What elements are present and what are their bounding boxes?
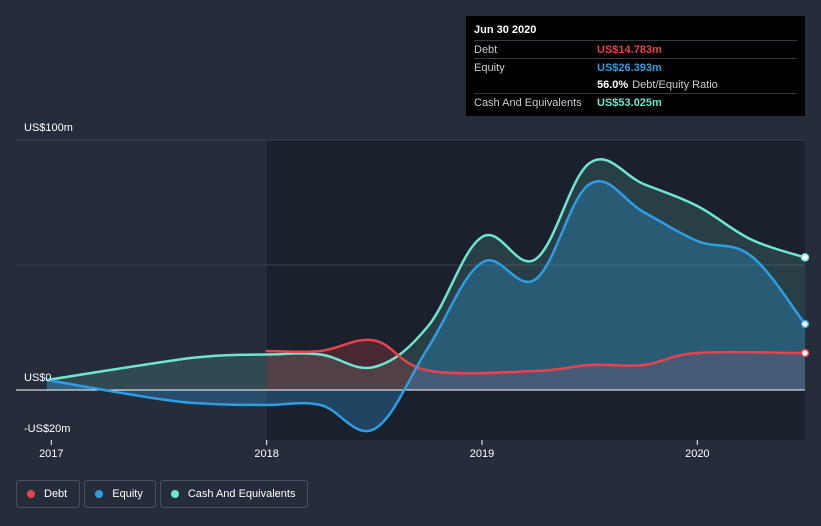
area-cash	[47, 159, 805, 390]
legend-label-equity: Equity	[112, 488, 143, 500]
tooltip-date: Jun 30 2020	[474, 24, 537, 36]
tooltip-cash-value: US$53.025m	[597, 97, 662, 109]
end-dot-debt	[800, 348, 810, 358]
area-debt	[266, 339, 806, 390]
gridlines	[16, 139, 805, 266]
tooltip-row-equity: Equity US$26.393m	[474, 58, 797, 76]
tooltip-row-debt: Debt US$14.783m	[474, 40, 797, 58]
area-equity	[47, 181, 805, 432]
tooltip-cash-label: Cash And Equivalents	[474, 97, 582, 109]
series-line-cash	[45, 158, 807, 382]
tooltip-debt-value: US$14.783m	[597, 44, 662, 56]
legend-item-equity[interactable]: Equity	[84, 480, 156, 508]
series-areas	[47, 159, 806, 432]
tooltip-debt-label: Debt	[474, 44, 498, 56]
end-dot-equity	[800, 319, 810, 329]
x-axis-ticks: 2017 2018 2019 2020	[39, 440, 710, 460]
legend-label-debt: Debt	[44, 488, 68, 500]
series-lines	[45, 158, 807, 433]
y-tick-label: -US$20m	[24, 423, 70, 435]
legend-item-debt[interactable]: Debt	[16, 480, 81, 508]
data-tooltip: Jun 30 2020 Debt US$14.783m Equity US$26…	[466, 16, 805, 116]
x-tick-label: 2020	[685, 448, 709, 460]
series-end-markers	[800, 253, 810, 358]
tooltip-ratio-label: Debt/Equity Ratio	[632, 79, 718, 91]
y-tick-label: US$0	[24, 372, 52, 384]
tooltip-row-cash: Cash And Equivalents US$53.025m	[474, 93, 797, 111]
tooltip-ratio-value: 56.0%	[597, 79, 629, 91]
legend-label-cash: Cash And Equivalents	[187, 488, 296, 500]
legend-dot-cash	[170, 490, 179, 498]
chart-legend: Debt Equity Cash And Equivalents	[16, 480, 309, 508]
legend-item-cash[interactable]: Cash And Equivalents	[159, 480, 309, 508]
x-tick-label: 2019	[470, 448, 494, 460]
y-axis-ticks: US$100m US$0 -US$20m	[24, 122, 73, 435]
series-line-equity	[45, 180, 807, 433]
legend-dot-equity	[95, 490, 104, 498]
end-dot-cash	[800, 253, 810, 262]
x-tick-label: 2017	[39, 448, 63, 460]
tooltip-row-ratio: 56.0% Debt/Equity Ratio	[474, 76, 797, 93]
x-tick-label: 2018	[254, 448, 278, 460]
tooltip-equity-value: US$26.393m	[597, 62, 662, 74]
y-tick-label: US$100m	[24, 122, 73, 134]
series-line-debt	[265, 338, 807, 375]
tooltip-equity-label: Equity	[474, 62, 505, 74]
legend-dot-debt	[27, 490, 35, 498]
